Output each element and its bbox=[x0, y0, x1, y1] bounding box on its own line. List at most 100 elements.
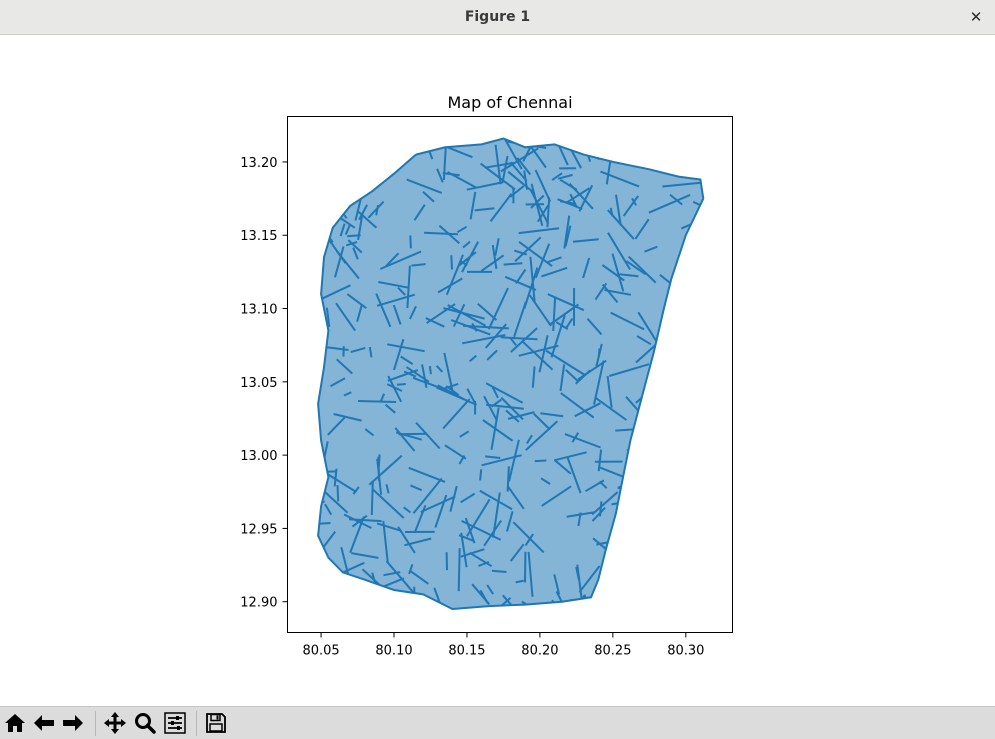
road-segment bbox=[628, 469, 639, 486]
road-segment bbox=[668, 431, 675, 460]
road-segment bbox=[449, 485, 458, 513]
road-segment bbox=[392, 304, 402, 325]
road-segment bbox=[639, 603, 674, 610]
road-segment bbox=[534, 243, 551, 279]
save-button[interactable] bbox=[203, 710, 229, 736]
road-segment bbox=[607, 594, 648, 606]
road-segment bbox=[521, 340, 554, 371]
road-segment bbox=[619, 273, 639, 278]
road-segment bbox=[481, 454, 522, 467]
road-segment bbox=[656, 364, 668, 373]
road-segment bbox=[347, 239, 363, 254]
home-button[interactable] bbox=[2, 710, 28, 736]
figure-canvas[interactable]: Map of Chennai 80.05 80.10 80.15 80.20 80.25… bbox=[0, 35, 995, 706]
road-segment bbox=[528, 294, 552, 327]
road-segment bbox=[509, 543, 525, 562]
road-segment bbox=[563, 215, 571, 249]
road-segment bbox=[486, 584, 494, 595]
road-segment bbox=[482, 419, 514, 442]
road-segment bbox=[650, 465, 675, 495]
road-segment bbox=[339, 223, 346, 237]
road-segment bbox=[586, 318, 603, 336]
road-segment bbox=[330, 377, 346, 388]
road-segment bbox=[501, 613, 512, 619]
road-segment bbox=[687, 411, 692, 457]
road-segment bbox=[632, 433, 643, 439]
road-segment bbox=[514, 236, 542, 263]
arrow-left-icon bbox=[34, 715, 54, 731]
road-segment bbox=[503, 262, 523, 266]
road-segment bbox=[679, 465, 686, 482]
road-segment bbox=[370, 480, 374, 516]
road-segment bbox=[674, 138, 693, 142]
road-segment bbox=[680, 529, 704, 543]
road-segment bbox=[426, 608, 452, 610]
road-segment bbox=[595, 138, 611, 153]
road-segment bbox=[469, 191, 477, 220]
road-segment bbox=[666, 334, 694, 361]
road-segment bbox=[393, 338, 405, 371]
pan-button[interactable] bbox=[102, 710, 128, 736]
road-segment bbox=[532, 412, 551, 431]
y-tick-label: 13.10 bbox=[240, 303, 277, 318]
road-segment bbox=[566, 457, 582, 494]
road-segment bbox=[506, 511, 514, 532]
title-bar: Figure 1 ✕ bbox=[0, 0, 995, 35]
map-region-fill bbox=[318, 138, 704, 609]
road-segment bbox=[400, 610, 414, 615]
road-segment bbox=[610, 311, 645, 331]
road-segment bbox=[633, 475, 665, 498]
road-segment bbox=[318, 158, 329, 180]
road-segment bbox=[611, 253, 625, 292]
road-segment bbox=[433, 587, 442, 606]
road-segment bbox=[420, 495, 456, 513]
road-segment bbox=[525, 420, 559, 451]
road-segment bbox=[633, 115, 636, 138]
road-segment bbox=[323, 490, 349, 514]
road-segment bbox=[574, 402, 601, 418]
road-segment bbox=[397, 383, 406, 386]
road-segment bbox=[601, 264, 625, 282]
road-segment bbox=[689, 160, 704, 169]
road-segment bbox=[655, 555, 683, 566]
road-segment bbox=[479, 489, 513, 511]
road-segment bbox=[350, 346, 366, 354]
road-segment bbox=[601, 283, 619, 304]
zoom-button[interactable] bbox=[132, 710, 158, 736]
road-segment bbox=[352, 486, 360, 495]
road-segment bbox=[510, 607, 524, 610]
road-segment bbox=[577, 512, 582, 527]
configure-subplots-button[interactable] bbox=[162, 710, 188, 736]
road-segment bbox=[479, 469, 483, 481]
x-tick-label: 80.25 bbox=[594, 644, 631, 659]
road-segment bbox=[307, 393, 315, 399]
x-tick-label: 80.15 bbox=[448, 644, 485, 659]
road-segment bbox=[486, 349, 498, 361]
road-segment bbox=[529, 189, 550, 225]
road-segment bbox=[688, 266, 700, 296]
road-segment bbox=[630, 606, 654, 610]
road-segment bbox=[373, 138, 416, 156]
road-segment bbox=[462, 334, 506, 345]
road-segment bbox=[572, 238, 599, 243]
road-segment bbox=[565, 369, 580, 383]
forward-button[interactable] bbox=[60, 710, 86, 736]
road-segment bbox=[303, 379, 312, 412]
road-segment bbox=[617, 486, 657, 507]
road-segment bbox=[385, 484, 390, 494]
road-segment bbox=[698, 258, 704, 283]
road-segment bbox=[675, 141, 691, 156]
road-segment bbox=[702, 386, 704, 394]
road-segment bbox=[518, 344, 559, 357]
back-button[interactable] bbox=[31, 710, 57, 736]
y-tick-label: 12.90 bbox=[240, 596, 277, 611]
close-button[interactable]: ✕ bbox=[965, 6, 987, 28]
road-segment bbox=[403, 370, 417, 378]
road-segment bbox=[358, 204, 368, 221]
road-segment bbox=[450, 255, 453, 270]
road-segment bbox=[561, 604, 575, 610]
road-segment bbox=[422, 191, 435, 203]
road-segment bbox=[540, 477, 551, 485]
road-segment bbox=[529, 256, 536, 302]
road-segment bbox=[564, 225, 572, 247]
